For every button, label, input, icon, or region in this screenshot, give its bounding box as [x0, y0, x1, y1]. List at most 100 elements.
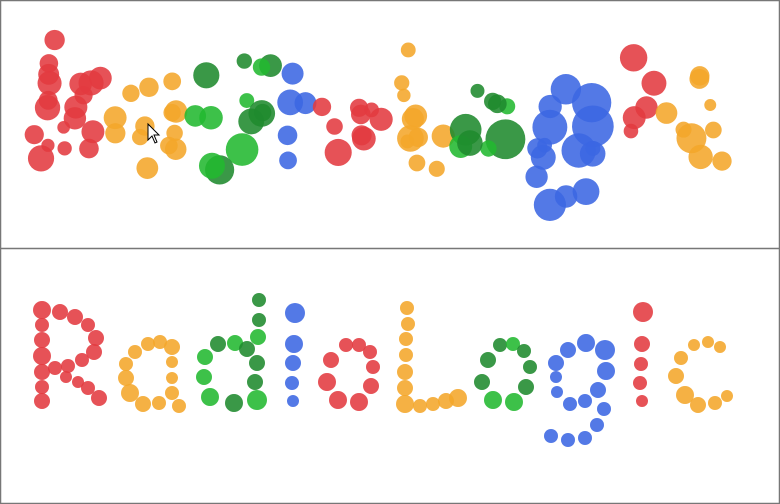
particle — [57, 121, 70, 134]
particle — [166, 124, 183, 142]
particle — [550, 371, 562, 383]
particle — [33, 347, 51, 365]
particle — [318, 373, 336, 391]
particle — [81, 120, 105, 144]
particle — [523, 360, 537, 374]
particle — [688, 339, 700, 351]
particle — [279, 151, 297, 170]
particle — [493, 338, 507, 352]
particle — [595, 340, 615, 360]
particle — [139, 77, 159, 98]
particle — [166, 356, 178, 368]
particle — [248, 100, 276, 127]
particle — [712, 151, 732, 171]
particle — [121, 384, 139, 402]
particle — [277, 89, 304, 116]
particle — [44, 29, 65, 51]
particle — [551, 386, 563, 398]
particle — [197, 349, 213, 365]
particle — [399, 348, 413, 362]
particle — [590, 382, 606, 398]
particle — [397, 364, 413, 380]
particle — [537, 137, 552, 153]
particle — [352, 126, 376, 151]
particle — [525, 165, 548, 188]
particle — [480, 140, 497, 157]
particle — [518, 379, 534, 395]
particle — [532, 109, 568, 145]
particle — [34, 332, 50, 348]
particle — [81, 318, 95, 332]
particle — [590, 418, 604, 432]
particle — [431, 124, 455, 148]
particle — [239, 93, 255, 108]
particle — [704, 99, 717, 111]
scattered-particles — [24, 29, 732, 221]
particle — [227, 335, 243, 351]
particle — [285, 376, 299, 390]
particle — [199, 106, 223, 130]
particle — [281, 62, 304, 85]
particle — [413, 399, 427, 413]
particle — [633, 302, 653, 322]
particle — [193, 62, 220, 89]
particle — [633, 376, 647, 390]
particle — [252, 313, 266, 327]
particle — [225, 394, 243, 412]
particle — [350, 393, 368, 411]
particle — [517, 344, 531, 358]
particle — [119, 357, 133, 371]
particle — [329, 391, 347, 409]
particle — [164, 138, 187, 160]
particle — [623, 123, 639, 139]
particle — [48, 361, 62, 375]
particle — [544, 429, 558, 443]
particle — [366, 360, 380, 374]
particle — [52, 304, 68, 320]
particle — [250, 329, 266, 345]
particle — [714, 341, 726, 353]
particle — [690, 397, 706, 413]
particle — [34, 393, 50, 409]
particle — [702, 336, 714, 348]
particle — [79, 138, 99, 159]
particle — [674, 351, 688, 365]
particle — [396, 395, 414, 413]
particle — [152, 396, 166, 410]
particle — [252, 293, 266, 307]
particle — [164, 339, 180, 355]
particle — [426, 397, 440, 411]
particle — [484, 391, 502, 409]
particle — [530, 144, 556, 170]
particle — [655, 102, 678, 124]
particle — [634, 336, 650, 352]
particle — [470, 83, 485, 98]
particle — [196, 369, 212, 385]
particle — [60, 371, 72, 383]
particle — [135, 396, 151, 412]
particle — [641, 70, 667, 96]
particle — [585, 141, 601, 156]
particle — [324, 138, 352, 167]
particle — [210, 336, 226, 352]
particle — [163, 72, 182, 91]
particle — [688, 144, 713, 170]
particle — [401, 317, 415, 331]
particle — [708, 396, 722, 410]
particle — [91, 390, 107, 406]
particle — [277, 125, 298, 146]
particle — [349, 98, 369, 117]
particle — [689, 68, 710, 89]
particle — [399, 332, 413, 346]
particle — [563, 397, 577, 411]
particle — [634, 357, 648, 371]
particle — [285, 335, 303, 353]
particle — [103, 106, 127, 130]
particle — [561, 433, 575, 447]
particle — [33, 301, 51, 319]
particle — [578, 394, 592, 408]
particle — [34, 364, 50, 380]
particle — [27, 145, 55, 172]
particle — [457, 130, 483, 156]
